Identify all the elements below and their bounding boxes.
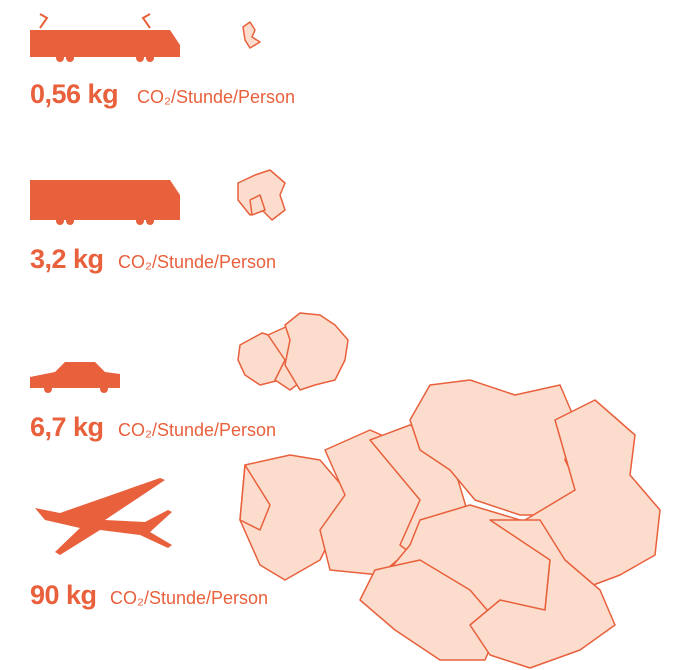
cloud-car [237, 312, 349, 391]
tram-icon [30, 13, 180, 62]
amount: 6,7 kg [30, 412, 104, 442]
car-icon [30, 362, 120, 393]
amount: 0,56 kg [30, 79, 118, 109]
amount: 90 kg [30, 580, 97, 610]
unit: CO₂/Stunde/Person [137, 87, 295, 107]
unit: CO₂/Stunde/Person [118, 420, 276, 440]
plane-icon [35, 478, 172, 555]
train-icon [30, 180, 180, 225]
cloud-plane [239, 379, 661, 669]
unit: CO₂/Stunde/Person [110, 588, 268, 608]
amount: 3,2 kg [30, 244, 104, 274]
cloud-tram [242, 21, 261, 49]
unit: CO₂/Stunde/Person [118, 252, 276, 272]
cloud-train [237, 169, 286, 221]
